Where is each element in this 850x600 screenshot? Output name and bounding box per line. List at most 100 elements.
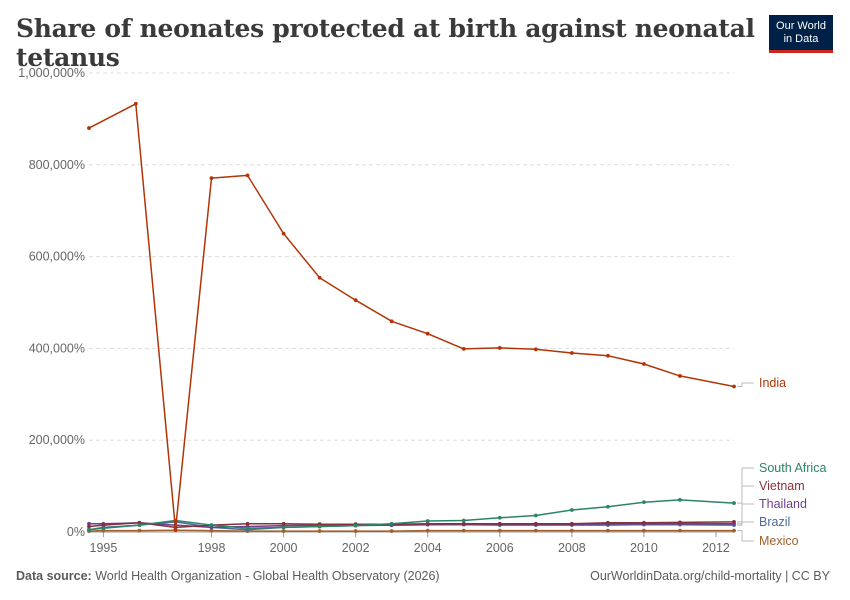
- owid-logo[interactable]: Our World in Data: [769, 15, 833, 53]
- data-point-india[interactable]: [173, 527, 178, 532]
- data-point-south-africa[interactable]: [569, 508, 574, 512]
- x-tick-label: 2000: [270, 541, 298, 555]
- series-label-vietnam[interactable]: Vietnam: [759, 479, 805, 493]
- data-point-vietnam[interactable]: [101, 523, 106, 528]
- data-source: Data source: World Health Organization -…: [16, 569, 440, 583]
- data-point-mexico[interactable]: [425, 528, 430, 533]
- data-point-india[interactable]: [209, 176, 214, 181]
- data-point-india[interactable]: [497, 346, 502, 350]
- data-point-south-africa[interactable]: [209, 523, 214, 528]
- logo-line-2: in Data: [783, 33, 819, 45]
- data-point-south-africa[interactable]: [245, 526, 250, 531]
- data-point-india[interactable]: [133, 101, 138, 106]
- data-point-vietnam[interactable]: [678, 520, 682, 525]
- data-point-india[interactable]: [569, 351, 574, 355]
- data-source-text: World Health Organization - Global Healt…: [95, 569, 440, 583]
- data-point-south-africa[interactable]: [605, 504, 610, 509]
- data-point-vietnam[interactable]: [425, 521, 430, 526]
- y-tick-label: 800,000%: [29, 158, 85, 172]
- data-point-india[interactable]: [317, 275, 322, 280]
- data-point-south-africa[interactable]: [101, 526, 106, 531]
- y-tick-label: 400,000%: [29, 341, 85, 355]
- data-point-south-africa[interactable]: [281, 525, 286, 530]
- data-point-south-africa[interactable]: [317, 524, 322, 529]
- data-point-mexico[interactable]: [678, 528, 682, 533]
- data-point-vietnam[interactable]: [497, 521, 502, 526]
- label-connector-mexico: [737, 530, 754, 542]
- data-point-india[interactable]: [245, 173, 250, 178]
- data-point-mexico[interactable]: [569, 528, 574, 533]
- data-point-mexico[interactable]: [137, 528, 142, 533]
- data-point-india[interactable]: [533, 347, 538, 352]
- data-point-mexico[interactable]: [317, 529, 322, 533]
- data-source-label: Data source:: [16, 569, 92, 583]
- data-point-mexico[interactable]: [209, 528, 214, 533]
- label-connector-thailand: [737, 503, 754, 525]
- x-tick-label: 2008: [558, 541, 586, 555]
- series-label-thailand[interactable]: Thailand: [759, 497, 807, 511]
- data-point-mexico[interactable]: [461, 528, 466, 533]
- chart-title: Share of neonates protected at birth aga…: [16, 14, 755, 72]
- data-point-india[interactable]: [642, 362, 646, 366]
- data-point-south-africa[interactable]: [461, 518, 466, 523]
- data-point-mexico[interactable]: [281, 529, 286, 533]
- data-point-mexico[interactable]: [732, 528, 736, 533]
- data-point-south-africa[interactable]: [353, 523, 358, 528]
- data-point-thailand[interactable]: [87, 521, 91, 526]
- data-point-mexico[interactable]: [605, 528, 610, 533]
- data-point-vietnam[interactable]: [87, 524, 91, 529]
- data-point-mexico[interactable]: [389, 529, 394, 533]
- data-point-vietnam[interactable]: [533, 521, 538, 526]
- data-point-mexico[interactable]: [497, 528, 502, 533]
- y-axis-ticks: 0% 200,000% 400,000% 600,000% 800,000% 1,000,…: [18, 66, 85, 539]
- y-tick-label: 1,000,000%: [18, 66, 85, 80]
- data-point-india[interactable]: [389, 319, 394, 324]
- data-point-south-africa[interactable]: [389, 521, 394, 526]
- series-lines: [87, 101, 736, 533]
- data-point-south-africa[interactable]: [732, 501, 736, 505]
- data-point-india[interactable]: [732, 384, 736, 389]
- data-point-vietnam[interactable]: [732, 520, 736, 524]
- series-label-mexico[interactable]: Mexico: [759, 534, 799, 548]
- series-label-brazil[interactable]: Brazil: [759, 515, 790, 529]
- data-point-vietnam[interactable]: [461, 521, 466, 526]
- data-point-vietnam[interactable]: [642, 520, 646, 525]
- data-point-mexico[interactable]: [642, 528, 646, 533]
- data-point-india[interactable]: [605, 353, 610, 358]
- data-point-india[interactable]: [461, 346, 466, 351]
- data-point-vietnam[interactable]: [245, 521, 250, 526]
- data-point-south-africa[interactable]: [642, 500, 646, 505]
- data-point-south-africa[interactable]: [533, 513, 538, 518]
- data-point-south-africa[interactable]: [678, 497, 682, 502]
- data-point-india[interactable]: [678, 374, 682, 378]
- x-tick-label: 1995: [90, 541, 118, 555]
- logo-line-1: Our World: [776, 20, 826, 32]
- data-point-india[interactable]: [353, 298, 358, 303]
- data-point-vietnam[interactable]: [605, 520, 610, 525]
- data-point-mexico[interactable]: [533, 528, 538, 533]
- data-point-india[interactable]: [425, 331, 430, 336]
- data-point-india[interactable]: [87, 126, 91, 130]
- data-point-south-africa[interactable]: [425, 519, 430, 523]
- label-connector-south-africa: [737, 467, 754, 504]
- y-tick-label: 200,000%: [29, 433, 85, 447]
- data-point-india[interactable]: [281, 231, 286, 236]
- y-tick-label: 0%: [67, 525, 85, 539]
- data-point-vietnam[interactable]: [281, 521, 286, 526]
- x-tick-label: 2002: [342, 541, 370, 555]
- x-tick-label: 2006: [486, 541, 514, 555]
- x-axis-ticks: 1995 1998 2000 2002 2004 2006 2008 2010 2012: [90, 532, 730, 555]
- data-point-south-africa[interactable]: [137, 523, 142, 528]
- series-label-india[interactable]: India: [759, 376, 786, 390]
- data-point-south-africa[interactable]: [87, 527, 91, 532]
- series-line-india[interactable]: [88, 103, 735, 531]
- series-label-south-africa[interactable]: South Africa: [759, 461, 826, 475]
- data-point-mexico[interactable]: [353, 529, 358, 533]
- source-link[interactable]: OurWorldinData.org/child-mortality | CC …: [590, 569, 830, 583]
- data-point-south-africa[interactable]: [497, 515, 502, 520]
- x-tick-label: 2012: [702, 541, 730, 555]
- data-point-vietnam[interactable]: [569, 521, 574, 526]
- series-line-mexico[interactable]: [88, 529, 734, 532]
- gridlines: [89, 72, 734, 533]
